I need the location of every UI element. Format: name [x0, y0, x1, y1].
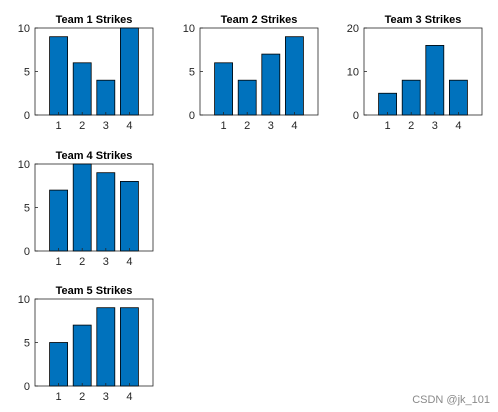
x-tick-label: 1	[221, 120, 227, 132]
subplot-2: 1 2 3 4 0 5 10 Team 2 Strikes	[183, 14, 319, 132]
x-tick-label: 3	[432, 120, 438, 132]
bar-1	[49, 342, 68, 387]
subplot-4: 1 2 3 4 0 5 10 Team 4 Strikes	[18, 150, 154, 268]
x-tick-label: 4	[455, 120, 461, 132]
bar-2	[72, 62, 92, 116]
y-tick-label: 5	[189, 67, 195, 79]
bar-2	[401, 79, 421, 116]
y-tick-label: 5	[24, 203, 30, 215]
x-tick-label: 1	[56, 256, 62, 268]
bar-2	[237, 79, 257, 116]
x-tick-label: 4	[126, 391, 132, 403]
bar-4	[120, 307, 139, 387]
bar-4	[120, 27, 139, 116]
bar-1	[49, 36, 68, 116]
bar-3	[96, 79, 116, 116]
chart-title: Team 4 Strikes	[56, 150, 133, 162]
x-tick-label: 3	[103, 391, 109, 403]
y-tick-label: 10	[347, 67, 359, 79]
x-tick-label: 1	[56, 120, 62, 132]
x-tick-label: 2	[244, 120, 250, 132]
bar-2	[72, 163, 92, 252]
x-tick-label: 2	[408, 120, 414, 132]
y-tick-label: 0	[24, 381, 30, 393]
bar-3	[425, 45, 445, 116]
bar-3	[96, 172, 116, 252]
y-tick-label: 10	[183, 23, 195, 35]
x-tick-label: 3	[103, 256, 109, 268]
x-tick-label: 1	[56, 391, 62, 403]
y-tick-label: 0	[353, 110, 359, 122]
chart-title: Team 2 Strikes	[221, 14, 298, 26]
bar-4	[448, 79, 468, 116]
x-tick-label: 4	[126, 256, 132, 268]
bar-4	[284, 36, 304, 116]
chart-title: Team 5 Strikes	[56, 285, 133, 297]
chart-title: Team 1 Strikes	[56, 14, 133, 26]
bar-1	[378, 92, 398, 116]
y-tick-label: 0	[24, 110, 30, 122]
x-tick-label: 1	[385, 120, 391, 132]
y-tick-label: 0	[189, 110, 195, 122]
x-tick-label: 2	[79, 256, 85, 268]
watermark-text: CSDN @jk_101	[412, 394, 490, 406]
bar-2	[72, 324, 92, 387]
bar-3	[261, 53, 281, 116]
x-tick-label: 4	[291, 120, 297, 132]
y-tick-label: 20	[347, 23, 359, 35]
y-tick-label: 10	[18, 23, 30, 35]
x-tick-label: 4	[126, 120, 132, 132]
bar-3	[96, 307, 116, 387]
y-tick-label: 5	[24, 67, 30, 79]
y-tick-label: 10	[18, 159, 30, 171]
y-tick-label: 5	[24, 338, 30, 350]
x-tick-label: 2	[79, 120, 85, 132]
subplot-3: 1 2 3 4 0 10 20 Team 3 Strikes	[347, 14, 483, 132]
x-tick-label: 2	[79, 391, 85, 403]
subplot-5: 1 2 3 4 0 5 10 Team 5 Strikes	[18, 285, 154, 403]
y-tick-label: 10	[18, 294, 30, 306]
bar-1	[214, 62, 234, 116]
bar-4	[120, 180, 139, 252]
chart-title: Team 3 Strikes	[385, 14, 462, 26]
y-tick-label: 0	[24, 246, 30, 258]
x-tick-label: 3	[103, 120, 109, 132]
bar-1	[49, 189, 68, 252]
subplot-1: 1 2 3 4 0 5 10 Team 1 Strikes	[18, 14, 154, 132]
x-tick-label: 3	[268, 120, 274, 132]
